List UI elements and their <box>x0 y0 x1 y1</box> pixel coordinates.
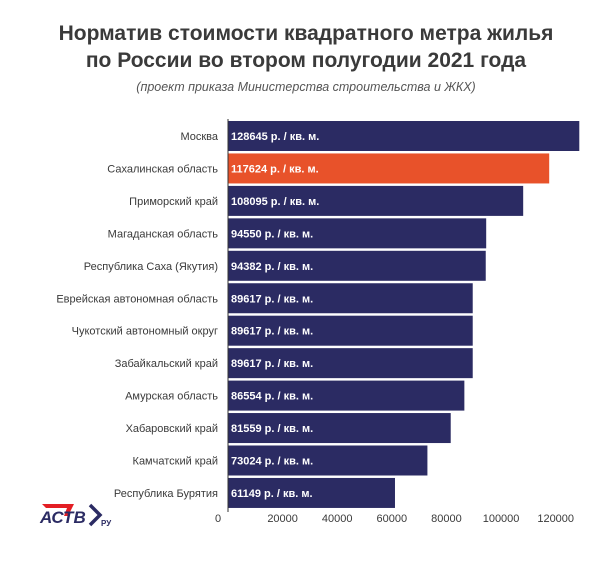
value-label-8: 89617 р. / кв. м. <box>231 358 313 370</box>
category-label-12: Республика Бурятия <box>114 488 218 500</box>
category-label-6: Еврейская автономная область <box>56 293 218 305</box>
value-label-3: 108095 р. / кв. м. <box>231 196 319 208</box>
value-label-12: 61149 р. / кв. м. <box>231 488 313 500</box>
value-label-5: 94382 р. / кв. м. <box>231 261 313 273</box>
chart-title: Норматив стоимости квадратного метра жил… <box>0 20 612 74</box>
x-tick-label-1: 0 <box>215 513 221 525</box>
bar-9 <box>228 380 465 411</box>
value-label-2: 117624 р. / кв. м. <box>231 163 319 175</box>
bar-6 <box>228 283 473 314</box>
value-label-1: 128645 р. / кв. м. <box>231 131 319 143</box>
bar-5 <box>228 250 486 281</box>
category-label-8: Забайкальский край <box>115 358 218 370</box>
category-label-4: Магаданская область <box>108 228 219 240</box>
bar-3 <box>228 185 524 216</box>
x-tick-label-6: 100000 <box>483 513 520 525</box>
bar-2 <box>228 153 550 184</box>
category-label-3: Приморский край <box>129 196 218 208</box>
x-tick-label-5: 80000 <box>431 513 462 525</box>
x-tick-label-2: 20000 <box>267 513 298 525</box>
value-label-11: 73024 р. / кв. м. <box>231 456 313 468</box>
logo-text: АСТВ <box>39 508 86 527</box>
value-label-6: 89617 р. / кв. м. <box>231 293 313 305</box>
category-label-5: Республика Саха (Якутия) <box>84 261 218 273</box>
value-label-10: 81559 р. / кв. м. <box>231 423 313 435</box>
category-label-2: Сахалинская область <box>107 163 218 175</box>
chart-subtitle: (проект приказа Министерства строительст… <box>136 80 476 94</box>
bar-4 <box>228 218 487 249</box>
category-label-1: Москва <box>180 131 218 143</box>
category-label-9: Амурская область <box>125 391 218 403</box>
category-label-10: Хабаровский край <box>126 423 218 435</box>
category-label-7: Чукотский автономный округ <box>72 326 218 338</box>
bar-11 <box>228 445 428 476</box>
chart-title-line-1: Норматив стоимости квадратного метра жил… <box>58 22 554 45</box>
chart-title-line-2: по России во втором полугодии 2021 года <box>85 49 527 72</box>
value-label-9: 86554 р. / кв. м. <box>231 391 313 403</box>
bar-12 <box>228 477 395 508</box>
x-tick-label-4: 60000 <box>377 513 408 525</box>
value-label-4: 94550 р. / кв. м. <box>231 228 313 240</box>
x-tick-label-3: 40000 <box>322 513 353 525</box>
x-tick-label-7: 120000 <box>537 513 574 525</box>
logo-suffix: РУ <box>101 519 112 528</box>
astv-logo: АСТВ РУ <box>39 503 112 528</box>
value-label-7: 89617 р. / кв. м. <box>231 326 313 338</box>
bar-10 <box>228 413 451 444</box>
category-label-11: Камчатский край <box>133 456 218 468</box>
bar-7 <box>228 315 473 346</box>
bar-8 <box>228 348 473 379</box>
bar-1 <box>228 121 580 151</box>
